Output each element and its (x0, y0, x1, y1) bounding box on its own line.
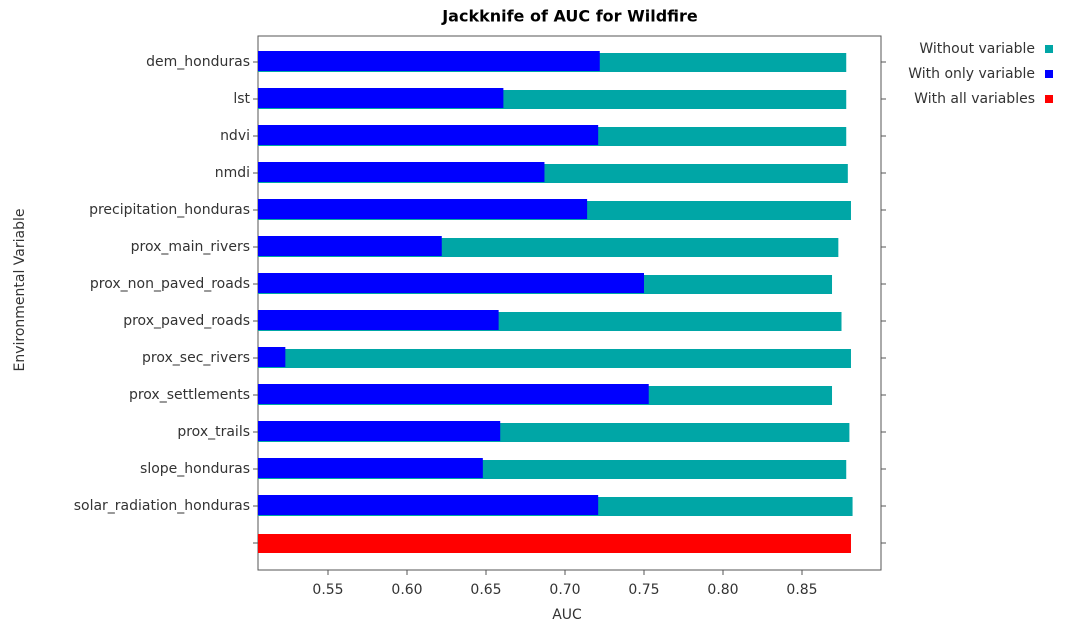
bar (258, 347, 286, 367)
y-tick-label: prox_paved_roads (123, 313, 250, 329)
legend-swatch (1045, 70, 1053, 78)
bar (258, 51, 600, 71)
bar (258, 162, 545, 182)
x-tick-label: 0.85 (786, 582, 817, 598)
legend-label: With all variables (914, 91, 1035, 107)
chart-title: Jackknife of AUC for Wildfire (441, 7, 698, 26)
y-tick-label: solar_radiation_honduras (74, 498, 250, 514)
legend-label: Without variable (919, 41, 1035, 57)
bar (258, 310, 499, 330)
y-axis-label: Environmental Variable (12, 209, 28, 372)
y-tick-label: prox_non_paved_roads (90, 276, 250, 292)
y-tick-label: slope_honduras (140, 461, 250, 477)
x-tick-label: 0.55 (312, 582, 343, 598)
x-tick-label: 0.65 (470, 582, 501, 598)
y-tick-label: prox_main_rivers (131, 239, 250, 255)
bar (258, 421, 501, 441)
y-tick-label: nmdi (215, 165, 250, 181)
y-tick-label: dem_honduras (146, 54, 250, 70)
x-tick-label: 0.80 (707, 582, 738, 598)
bar (258, 273, 644, 293)
x-tick-label: 0.60 (391, 582, 422, 598)
bar (258, 495, 599, 515)
bar (258, 199, 588, 219)
bar (258, 349, 851, 368)
bar (258, 458, 483, 478)
bar (258, 125, 599, 145)
bar (258, 384, 649, 404)
y-tick-label: prox_settlements (129, 387, 250, 403)
y-tick-label: prox_trails (177, 424, 250, 440)
y-tick-label: prox_sec_rivers (142, 350, 250, 366)
y-tick-label: precipitation_honduras (89, 202, 250, 218)
legend-swatch (1045, 95, 1053, 103)
y-tick-label: ndvi (220, 128, 250, 144)
legend-swatch (1045, 45, 1053, 53)
bar (258, 88, 504, 108)
x-tick-label: 0.70 (549, 582, 580, 598)
legend-label: With only variable (908, 66, 1035, 82)
x-axis-label: AUC (552, 607, 582, 623)
bar (258, 236, 442, 256)
y-tick-label: lst (233, 91, 250, 107)
plot-frame (257, 35, 882, 571)
x-tick-label: 0.75 (628, 582, 659, 598)
bar (258, 534, 851, 553)
